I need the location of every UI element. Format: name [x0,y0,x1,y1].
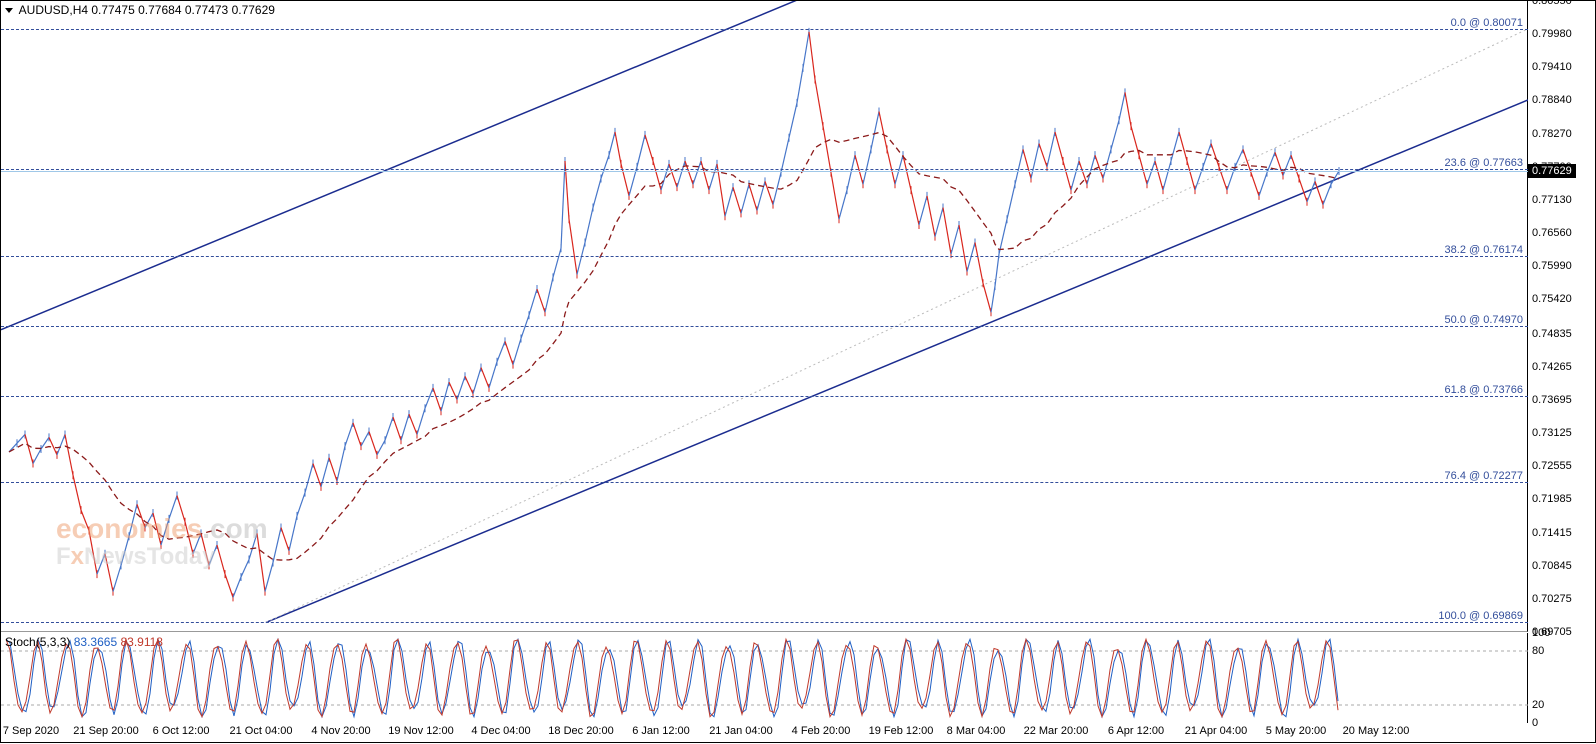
indicator-svg [1,633,1528,723]
ohlc-open: 0.77475 [91,3,134,17]
y-tick: 0.76560 [1532,227,1572,239]
y-tick: 0.73695 [1532,394,1572,406]
y-tick: 0.78840 [1532,94,1572,106]
ohlc-close: 0.77629 [232,3,275,17]
y-tick: 0.71985 [1532,493,1572,505]
stochastic-indicator-area[interactable] [1,633,1528,723]
chart-title-bar[interactable]: AUDUSD,H4 0.77475 0.77684 0.77473 0.7762… [5,3,275,17]
fib-label-50.0: 50.0 @ 0.74970 [1445,314,1523,326]
price-axis: 0.77629 0.80550 0.79980 0.79410 0.78840 0.78… [1528,1,1596,632]
indicator-tick: 0 [1532,717,1538,729]
time-axis: 7 Sep 2020 21 Sep 20:00 6 Oct 12:00 21 Oct … [1,723,1528,744]
x-tick: 8 Mar 04:00 [947,725,1006,737]
current-price-guide [1,171,1528,172]
y-tick: 0.70275 [1532,593,1572,605]
x-tick: 22 Mar 20:00 [1024,725,1089,737]
x-tick: 21 Jan 04:00 [709,725,773,737]
watermark-line2: FxNewsToday [56,543,216,571]
y-tick: 0.80550 [1532,0,1572,7]
indicator-axis: 02080100 [1528,633,1596,723]
price-chart-area[interactable]: economies.com FxNewsToday 0.0 @ 0.80071 2… [1,1,1528,632]
x-tick: 19 Nov 12:00 [388,725,453,737]
y-tick: 0.79410 [1532,61,1572,73]
indicator-title[interactable]: Stoch(5,3,3) 83.3665 83.9118 [5,635,163,649]
y-tick: 0.79980 [1532,28,1572,40]
fib-line-38.2[interactable] [1,256,1528,257]
moving-average-line[interactable] [9,133,1339,561]
chart-container: AUDUSD,H4 0.77475 0.77684 0.77473 0.7762… [0,0,1596,743]
fib-line-50.0[interactable] [1,326,1528,327]
y-tick: 0.74835 [1532,328,1572,340]
fib-label-100.0: 100.0 @ 0.69869 [1438,610,1523,622]
chevron-down-icon[interactable] [5,8,13,13]
channel-upper[interactable] [1,1,1181,330]
x-tick: 21 Oct 04:00 [230,725,293,737]
fib-label-38.2: 38.2 @ 0.76174 [1445,244,1523,256]
fib-label-23.6: 23.6 @ 0.77663 [1445,157,1523,169]
x-tick: 4 Nov 20:00 [311,725,370,737]
indicator-v1: 83.3665 [74,635,117,649]
x-tick: 6 Jan 12:00 [632,725,690,737]
current-price-tag: 0.77629 [1528,164,1576,178]
fib-line-0.0[interactable] [1,29,1528,30]
y-tick: 0.71415 [1532,527,1572,539]
y-tick: 0.73125 [1532,427,1572,439]
watermark-line1: economies.com [56,513,268,545]
y-tick: 0.74265 [1532,361,1572,373]
indicator-v2: 83.9118 [120,635,163,649]
indicator-tick: 100 [1532,627,1550,639]
y-tick: 0.75990 [1532,260,1572,272]
x-tick: 5 May 20:00 [1266,725,1327,737]
x-tick: 18 Dec 20:00 [548,725,613,737]
x-tick: 19 Feb 12:00 [869,725,934,737]
y-tick: 0.77130 [1532,194,1572,206]
symbol-label: AUDUSD [19,3,70,17]
y-tick: 0.78270 [1532,128,1572,140]
x-tick: 21 Apr 04:00 [1185,725,1247,737]
x-tick: 21 Sep 20:00 [73,725,138,737]
indicator-name: Stoch(5,3,3) [5,635,70,649]
fib-label-0.0: 0.0 @ 0.80071 [1451,17,1523,29]
y-tick: 0.72555 [1532,460,1572,472]
fib-label-76.4: 76.4 @ 0.72277 [1445,470,1523,482]
x-tick: 20 May 12:00 [1343,725,1410,737]
fib-line-61.8[interactable] [1,396,1528,397]
fib-line-76.4[interactable] [1,482,1528,483]
timeframe-label: H4 [73,3,88,17]
fib-line-100.0[interactable] [1,622,1528,623]
x-tick: 4 Feb 20:00 [792,725,851,737]
x-tick: 6 Oct 12:00 [153,725,210,737]
y-tick: 0.70845 [1532,560,1572,572]
x-tick: 6 Apr 12:00 [1108,725,1164,737]
x-tick: 7 Sep 2020 [3,725,59,737]
fib-label-61.8: 61.8 @ 0.73766 [1445,384,1523,396]
indicator-tick: 80 [1532,645,1544,657]
ohlc-high: 0.77684 [138,3,181,17]
indicator-tick: 20 [1532,699,1544,711]
ohlc-low: 0.77473 [185,3,228,17]
fib-line-23.6[interactable] [1,169,1528,170]
y-tick: 0.75420 [1532,293,1572,305]
x-tick: 4 Dec 04:00 [471,725,530,737]
